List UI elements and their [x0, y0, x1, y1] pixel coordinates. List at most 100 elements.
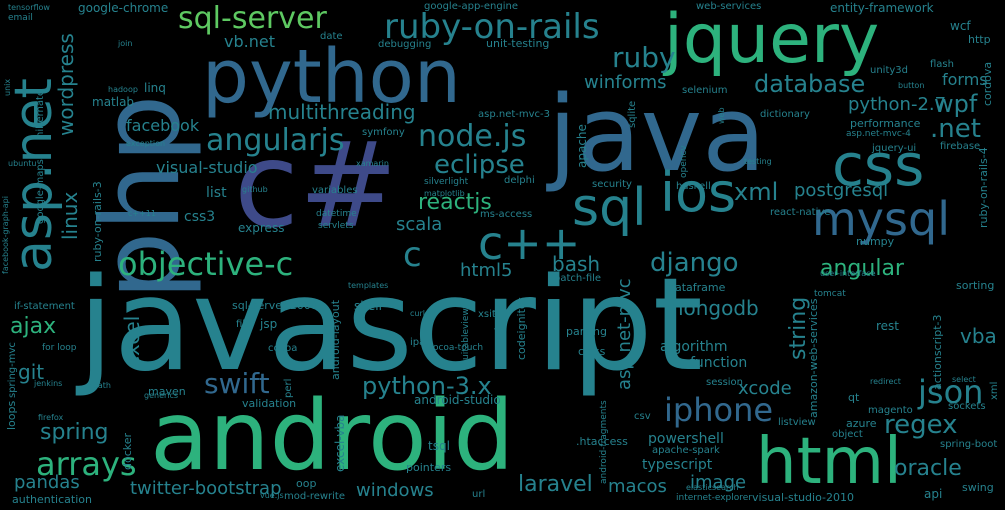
word-linq: linq	[144, 81, 166, 95]
word-opencv: opencv	[679, 145, 689, 178]
word-apache-spark: apache-spark	[652, 445, 720, 456]
word-loops: loops	[5, 400, 18, 430]
word-excel-vba: excel-vba	[333, 414, 347, 472]
word-swing: swing	[962, 481, 994, 494]
word-vuejs: vue.js	[260, 491, 284, 500]
word-ipad: ipad	[410, 337, 432, 348]
word-azure: azure	[846, 417, 877, 430]
word-cordova: cordova	[981, 61, 994, 106]
word-winforms: winforms	[584, 72, 667, 93]
word-entity-framework: entity-framework	[830, 1, 934, 15]
word-ajax: ajax	[10, 314, 57, 339]
word-pandas: pandas	[14, 472, 80, 493]
word-dictionary: dictionary	[760, 109, 810, 120]
word-authentication: authentication	[12, 493, 92, 506]
word-list: list	[206, 185, 227, 201]
word-aspnet-mvc: asp.net-mvc	[614, 278, 635, 390]
word-algorithm: algorithm	[660, 339, 728, 355]
word-hadoop: hadoop	[108, 85, 138, 94]
word-mod-rewrite: mod-rewrite	[284, 491, 346, 502]
word-django: django	[650, 248, 739, 278]
word-android: android	[150, 380, 515, 492]
word-web: web	[717, 107, 726, 124]
word-tsql: tsql	[428, 439, 450, 453]
word-nodejs: node.js	[418, 119, 527, 154]
word-regex: regex	[884, 410, 958, 440]
word-firebase: firebase	[940, 141, 981, 152]
word-hibernate: hibernate	[35, 89, 46, 138]
word-bash: bash	[552, 252, 601, 276]
word-tomcat: tomcat	[814, 289, 846, 299]
word-function: function	[690, 355, 748, 371]
word-unit-testing: unit-testing	[486, 37, 550, 50]
word-api: api	[924, 487, 943, 501]
word-facebook: facebook	[126, 116, 200, 135]
word-object: object	[832, 429, 863, 440]
word-postgresql: postgresql	[794, 180, 889, 201]
word-docker: docker	[121, 432, 134, 470]
word-multithreading: multithreading	[268, 100, 416, 124]
word-cocoa: cocoa	[268, 343, 298, 354]
word-sql: sql	[572, 178, 647, 238]
word-servlets: servlets	[318, 221, 354, 231]
word-testing: testing	[744, 157, 772, 166]
word-express: express	[238, 221, 285, 235]
word-matplotlib: matplotlib	[424, 189, 465, 198]
word-magento: magento	[868, 405, 913, 416]
word-github: github	[242, 185, 268, 194]
word-sockets: sockets	[948, 401, 986, 412]
word-ubuntu: ubuntu	[8, 159, 37, 168]
word-git: git	[18, 360, 45, 384]
word-wcf: wcf	[950, 19, 971, 33]
word-wpf: wpf	[934, 90, 978, 118]
word-typescript: typescript	[642, 457, 713, 473]
word-python27: python-2.7	[848, 94, 947, 115]
word-jenkins: jenkins	[34, 379, 63, 388]
word-select: select	[952, 375, 976, 384]
word-mysql: mysql	[812, 192, 950, 246]
word-actionscript3: actionscript-3	[931, 314, 944, 390]
word-google-chrome: google-chrome	[78, 1, 169, 15]
word-android-studio: android-studio	[414, 393, 501, 407]
word-google-maps: google-maps	[35, 159, 46, 224]
word-aspnet: asp.net	[4, 78, 64, 272]
word-user-interface: user-interface	[820, 269, 876, 278]
word-unix: unix	[3, 78, 12, 96]
word-eclipse: eclipse	[434, 150, 525, 180]
word-powershell: powershell	[648, 431, 724, 447]
word-ruby-on-rails: ruby-on-rails	[384, 7, 600, 47]
word-batch-file: batch-file	[554, 273, 602, 284]
word-xcode: xcode	[738, 378, 792, 399]
word-elasticsearch: elasticsearch	[686, 483, 739, 492]
word-date: date	[320, 31, 343, 42]
word-datetime: datetime	[316, 209, 357, 219]
word-tensorflow: tensorflow	[8, 3, 50, 12]
word-web-services: web-services	[696, 1, 762, 12]
word-html5: html5	[460, 260, 513, 281]
word-aspnet-mvc-3: asp.net-mvc-3	[478, 109, 551, 120]
word-c: c	[403, 235, 422, 275]
word-macos: macos	[608, 476, 667, 497]
word-symfony: symfony	[362, 127, 405, 138]
word-perl: perl	[283, 378, 294, 398]
word-numpy: numpy	[856, 235, 895, 248]
word-dataframe: dataframe	[668, 281, 726, 294]
word-csharp: c#	[234, 116, 398, 254]
word-templates: templates	[348, 281, 389, 290]
word-xsit: xsit	[478, 309, 496, 320]
word-listview: listview	[778, 417, 816, 428]
word-mongodb: mongodb	[664, 296, 759, 320]
word-internet-explorer: internet-explorer	[676, 493, 752, 503]
word-scala: scala	[396, 214, 443, 235]
word-firefox: firefox	[38, 413, 64, 422]
word-sql-server: sql-server	[178, 1, 327, 36]
word-cocoa-touch: cocoa-touch	[428, 343, 484, 353]
word-twitter-bootstrap: twitter-bootstrap	[130, 478, 282, 499]
word-sqlite: sqlite	[627, 100, 638, 128]
word-matlab: matlab	[92, 95, 135, 109]
word-ios: ios	[660, 161, 737, 224]
word-visual-studio-2010: visual-studio-2010	[752, 491, 854, 504]
word-xml: xml	[734, 178, 779, 206]
word-debugging: debugging	[378, 39, 432, 50]
word-qt: qt	[848, 391, 860, 404]
